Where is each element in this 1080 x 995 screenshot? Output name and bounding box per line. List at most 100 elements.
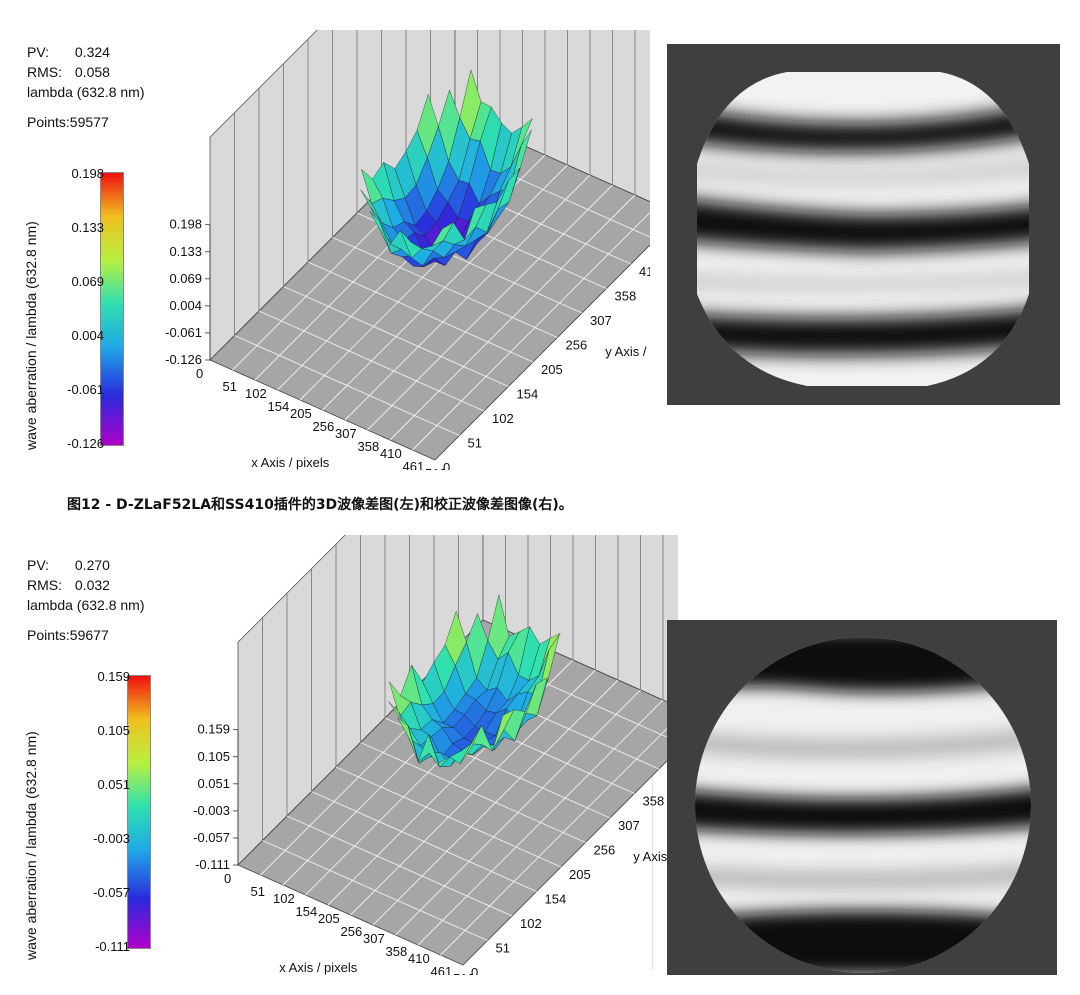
z-tick-label: 0.069 [169, 271, 202, 286]
y-tick-label: 307 [590, 313, 612, 328]
z-tick-label: -0.057 [193, 830, 230, 845]
surface-cell [431, 221, 454, 247]
z-tick-label: 0.159 [197, 722, 230, 737]
colorbar-ticks: 0.198 0.133 0.069 0.004 -0.061 -0.126 [40, 166, 104, 456]
colorbar-tick-label: 0.105 [97, 723, 130, 738]
z-tick-label: 0.198 [169, 217, 202, 232]
floor-grid-line [417, 699, 664, 946]
z-tick-label: 0.133 [169, 244, 202, 259]
y-tick-label: 256 [594, 843, 616, 858]
pv-label: PV: [27, 44, 50, 60]
y-tick-label: 358 [615, 289, 637, 304]
colorbar-title: wave aberration / lambda (632.8 nm) [23, 221, 39, 451]
x-tick-label: 0 [224, 871, 231, 886]
x-tick-label: 154 [268, 399, 290, 414]
surface-cell [464, 204, 487, 240]
x-tick-label: 256 [313, 419, 335, 434]
pv-label: PV: [27, 557, 50, 573]
colorbar-tick-label: -0.061 [67, 382, 104, 397]
y-tick-label: 205 [541, 362, 563, 377]
colorbar-tick-label: 0.004 [71, 328, 104, 343]
colorbar-ticks: 0.159 0.105 0.051 -0.003 -0.057 -0.111 [66, 669, 130, 959]
fringe-image [667, 620, 1057, 975]
colorbar-tick-label: 0.069 [71, 274, 104, 289]
points-count: Points:59677 [27, 627, 109, 643]
floor-grid-line [360, 742, 586, 843]
x-tick-label: 256 [341, 924, 363, 939]
colorbar-title: wave aberration / lambda (632.8 nm) [23, 731, 39, 961]
rms-value: 0.032 [74, 577, 110, 593]
colorbar-tick-label: 0.051 [97, 777, 130, 792]
floor-grid-line [412, 211, 650, 451]
x-tick-label: 461 [431, 964, 453, 975]
x-tick-label: 512 [425, 466, 447, 470]
stats-block: PV: 0.270 RMS: 0.032 lambda (632.8 nm) P… [27, 555, 145, 645]
x-axis-label: x Axis / pixels [279, 960, 358, 975]
rms-label: RMS: [27, 64, 62, 80]
y-tick-label: 307 [618, 818, 640, 833]
x-tick-label: 205 [290, 406, 312, 421]
x-tick-label: 512 [453, 971, 475, 975]
aberration-panel-top: PV: 0.324 RMS: 0.058 lambda (632.8 nm) P… [0, 0, 650, 470]
z-tick-label: -0.061 [165, 325, 202, 340]
lambda-label: lambda (632.8 nm) [27, 597, 145, 613]
y-tick-label: 102 [492, 411, 514, 426]
floor-grid-line [372, 679, 619, 926]
z-tick-label: 0.105 [197, 749, 230, 764]
z-tick-label: -0.111 [195, 857, 230, 872]
y-axis-label: y Axis / pixe [605, 344, 650, 359]
y-tick-label: 410 [639, 264, 650, 279]
aberration-panel-bottom: PV: 0.270 RMS: 0.032 lambda (632.8 nm) P… [0, 535, 678, 995]
points-count: Points:59577 [27, 114, 109, 130]
floor-grid-line [332, 237, 558, 338]
colorbar-tick-label: -0.111 [95, 939, 130, 954]
x-tick-label: 307 [363, 931, 385, 946]
fringe-image [667, 44, 1060, 405]
y-tick-label: 256 [566, 338, 588, 353]
y-tick-label: 51 [496, 941, 510, 956]
y-tick-label: 154 [517, 387, 539, 402]
colorbar-tick-label: 0.159 [97, 669, 130, 684]
colorbar-tick-label: -0.057 [93, 885, 130, 900]
lambda-label: lambda (632.8 nm) [27, 84, 145, 100]
x-tick-label: 154 [296, 904, 318, 919]
rms-label: RMS: [27, 577, 62, 593]
surface-mesh [388, 594, 561, 768]
z-tick-label: -0.003 [193, 803, 230, 818]
colorbar-tick-label: -0.003 [93, 831, 130, 846]
surface-mesh [360, 69, 533, 268]
rms-value: 0.058 [74, 64, 110, 80]
stats-block: PV: 0.324 RMS: 0.058 lambda (632.8 nm) P… [27, 42, 145, 132]
colorbar [127, 675, 151, 949]
surface-cell [492, 709, 515, 752]
floor-grid-line [344, 174, 591, 421]
x-tick-label: 0 [196, 366, 203, 381]
z-tick-label: -0.126 [165, 352, 202, 367]
x-tick-label: 205 [318, 911, 340, 926]
x-tick-label: 51 [223, 379, 237, 394]
y-axis-label: y Axis / pixe [633, 849, 678, 864]
floor-grid-line [395, 689, 641, 936]
floor-grid-line [389, 194, 636, 441]
colorbar-tick-label: -0.126 [67, 436, 104, 451]
y-tick-label: 102 [520, 916, 542, 931]
colorbar [100, 172, 124, 446]
x-tick-label: 410 [380, 446, 402, 461]
x-tick-label: 102 [273, 891, 295, 906]
floor-grid-line [440, 716, 678, 956]
y-tick-label: 358 [643, 794, 665, 809]
x-axis-label: x Axis / pixels [251, 455, 330, 470]
figure-caption: 图12 - D-ZLaF52LA和SS410插件的3D波像差图(左)和校正波像差… [67, 497, 573, 513]
pv-value: 0.324 [74, 44, 110, 60]
y-tick-label: 154 [545, 892, 567, 907]
y-tick-label: 51 [468, 436, 482, 451]
y-tick-label: 0 [471, 965, 478, 975]
x-tick-label: 358 [386, 944, 408, 959]
x-tick-label: 358 [358, 439, 380, 454]
x-tick-label: 410 [408, 951, 430, 966]
pv-value: 0.270 [74, 557, 110, 573]
colorbar-title-text: wave aberration / lambda (632.8 nm) [23, 731, 39, 961]
y-tick-label: 0 [443, 460, 450, 470]
x-tick-label: 307 [335, 426, 357, 441]
